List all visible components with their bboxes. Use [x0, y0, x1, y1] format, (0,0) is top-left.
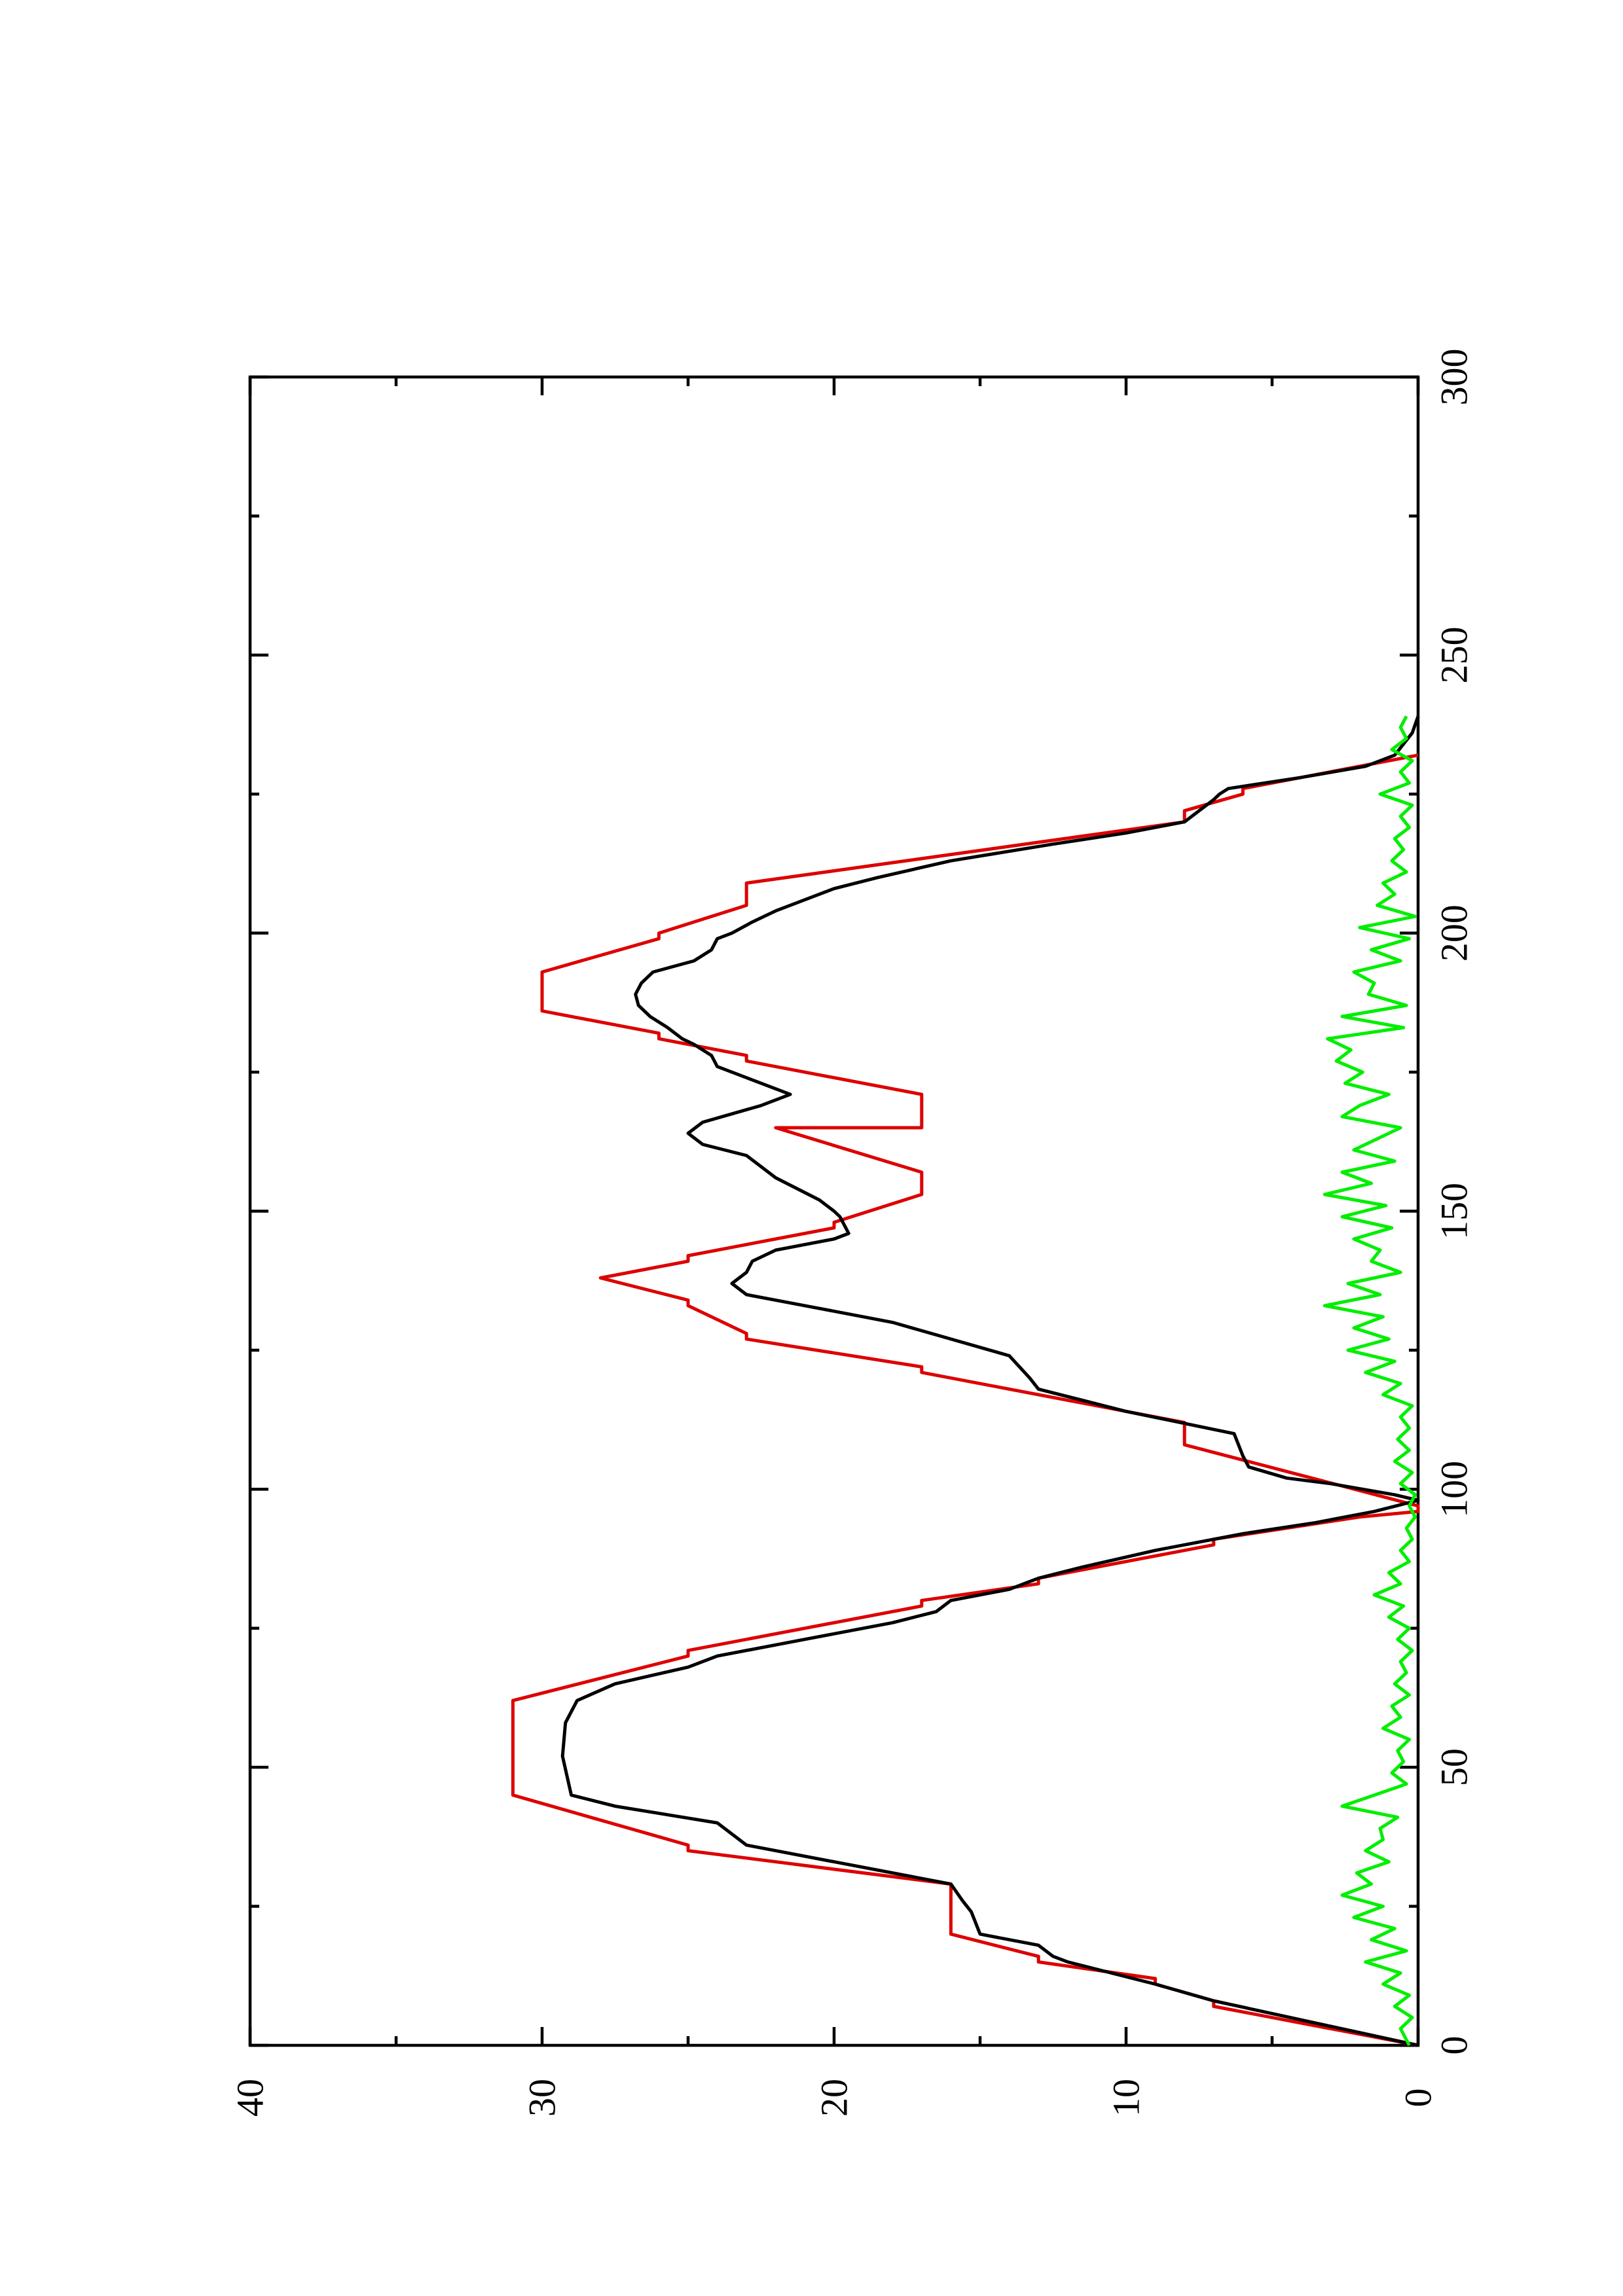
x-tick-label-200: 200 — [1433, 905, 1476, 961]
x-tick-label-0: 0 — [1433, 2036, 1476, 2055]
y-tick-label-40: 40 — [229, 2079, 272, 2117]
y-tick-label-30: 30 — [521, 2079, 564, 2117]
series-line-2 — [560, 715, 1420, 2047]
x-tick-label-100: 100 — [1433, 1461, 1476, 1518]
x-tick-label-250: 250 — [1433, 626, 1476, 683]
y-tick-label-10: 10 — [1105, 2079, 1148, 2117]
y-tick-label-20: 20 — [813, 2079, 856, 2117]
axis-ticks — [248, 375, 1420, 2047]
x-tick-label-300: 300 — [1433, 349, 1476, 406]
axis-tick-labels: 0 50 100 150 200 250 300 0 10 20 30 40 — [229, 349, 1476, 2117]
x-tick-label-150: 150 — [1433, 1183, 1476, 1240]
x-tick-label-50: 50 — [1433, 1748, 1476, 1786]
series-group — [511, 715, 1420, 2047]
y-tick-label-0: 0 — [1397, 2089, 1440, 2108]
series-line-1 — [511, 753, 1420, 2047]
series-line-3 — [1322, 715, 1417, 2047]
